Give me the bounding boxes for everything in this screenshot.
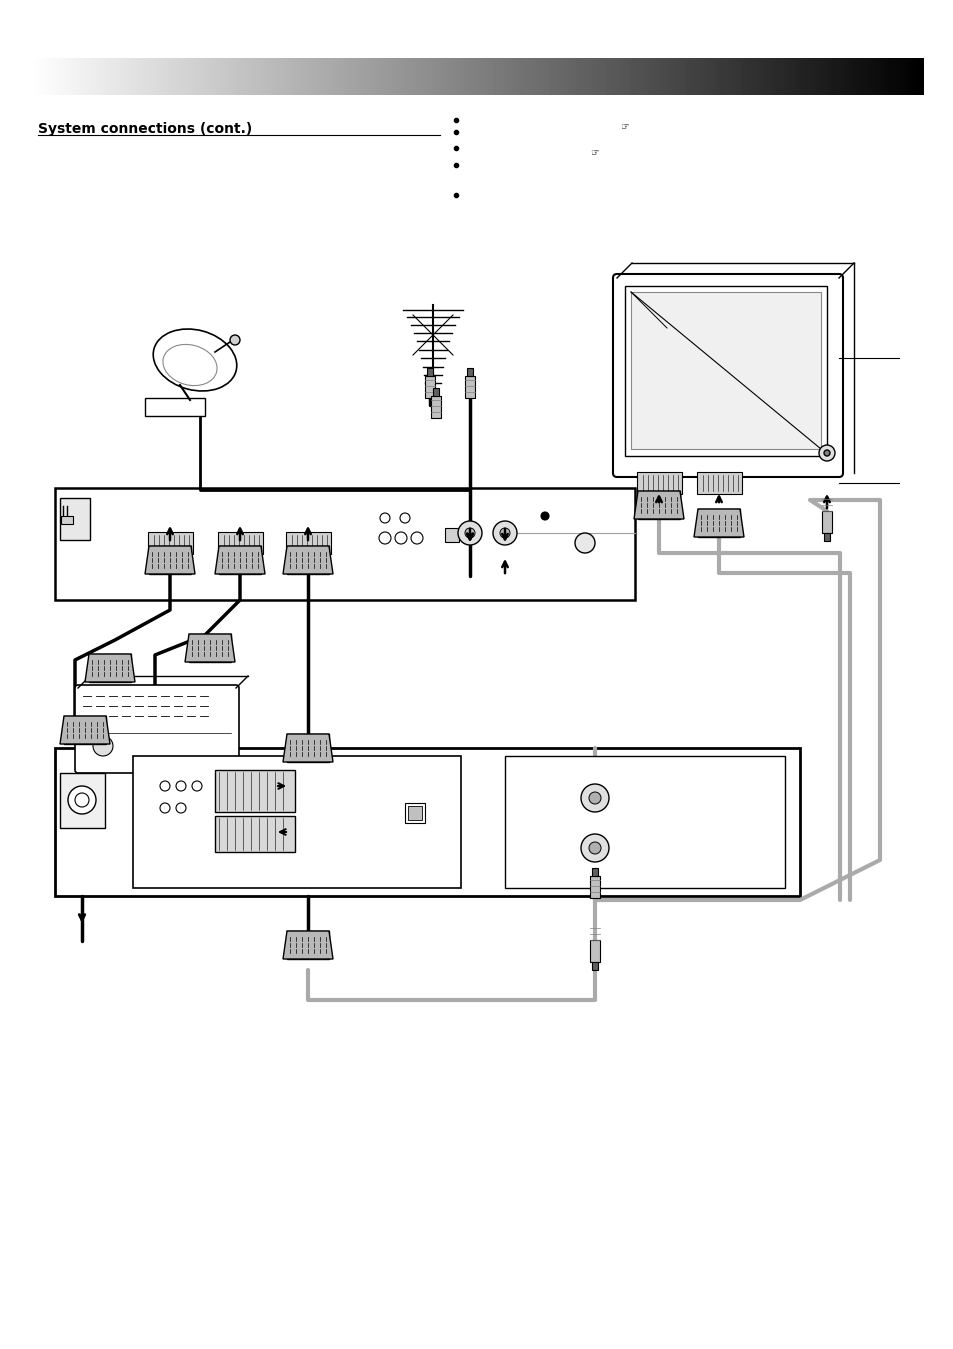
Bar — [287, 734, 329, 762]
Circle shape — [580, 784, 608, 812]
Bar — [592, 962, 598, 970]
Polygon shape — [60, 716, 110, 745]
Circle shape — [588, 792, 600, 804]
Circle shape — [175, 803, 186, 813]
Circle shape — [575, 533, 595, 553]
FancyBboxPatch shape — [613, 274, 842, 478]
FancyBboxPatch shape — [75, 685, 239, 773]
Circle shape — [823, 451, 829, 456]
Text: ☞: ☞ — [619, 121, 628, 132]
Bar — [148, 532, 193, 554]
Bar — [467, 368, 473, 376]
Bar — [189, 634, 231, 662]
Bar — [592, 867, 598, 876]
Bar — [149, 546, 191, 575]
Bar — [444, 527, 458, 542]
Bar — [89, 654, 131, 683]
Circle shape — [92, 737, 112, 755]
Bar — [638, 491, 679, 519]
Circle shape — [75, 793, 89, 807]
Polygon shape — [283, 931, 333, 959]
Bar — [286, 532, 331, 554]
Bar — [64, 716, 106, 745]
Bar — [60, 773, 105, 828]
Circle shape — [395, 532, 407, 544]
Bar — [697, 472, 741, 494]
Bar — [55, 488, 635, 600]
Bar — [60, 498, 90, 540]
Bar — [61, 517, 73, 523]
Bar — [589, 940, 599, 962]
Ellipse shape — [153, 329, 236, 391]
Bar — [589, 876, 599, 898]
Circle shape — [411, 532, 422, 544]
Circle shape — [588, 842, 600, 854]
Bar — [504, 755, 784, 888]
Circle shape — [192, 781, 202, 791]
Polygon shape — [283, 546, 333, 575]
Bar — [433, 389, 438, 397]
Circle shape — [399, 513, 410, 523]
Bar — [214, 816, 294, 853]
Bar — [427, 368, 433, 376]
Circle shape — [379, 513, 390, 523]
Circle shape — [464, 527, 475, 538]
Text: System connections (cont.): System connections (cont.) — [38, 121, 252, 136]
Circle shape — [230, 335, 240, 345]
Polygon shape — [185, 634, 234, 662]
Bar — [424, 376, 435, 398]
Polygon shape — [634, 491, 683, 519]
Bar — [218, 532, 263, 554]
Bar — [624, 286, 826, 456]
Bar — [287, 931, 329, 959]
Circle shape — [580, 834, 608, 862]
Circle shape — [175, 781, 186, 791]
Circle shape — [68, 786, 96, 813]
Bar — [145, 398, 205, 415]
Circle shape — [160, 781, 170, 791]
Bar — [821, 511, 831, 533]
Bar — [464, 376, 475, 398]
Circle shape — [540, 513, 548, 519]
Bar — [405, 803, 424, 823]
Circle shape — [493, 521, 517, 545]
Circle shape — [818, 445, 834, 461]
Bar — [287, 546, 329, 575]
Bar — [219, 546, 261, 575]
Bar — [431, 397, 440, 418]
Bar — [698, 509, 740, 537]
Bar — [823, 533, 829, 541]
Bar — [408, 805, 421, 820]
Polygon shape — [283, 734, 333, 762]
Circle shape — [499, 527, 510, 538]
Polygon shape — [85, 654, 135, 683]
Polygon shape — [145, 546, 194, 575]
Bar — [630, 291, 821, 449]
Ellipse shape — [163, 344, 217, 386]
Bar — [214, 770, 294, 812]
Circle shape — [160, 803, 170, 813]
Polygon shape — [214, 546, 265, 575]
Bar — [55, 747, 800, 896]
Text: ☞: ☞ — [589, 148, 598, 158]
Polygon shape — [693, 509, 743, 537]
Circle shape — [457, 521, 481, 545]
Bar — [637, 472, 681, 494]
Bar — [132, 755, 460, 888]
Circle shape — [378, 532, 391, 544]
